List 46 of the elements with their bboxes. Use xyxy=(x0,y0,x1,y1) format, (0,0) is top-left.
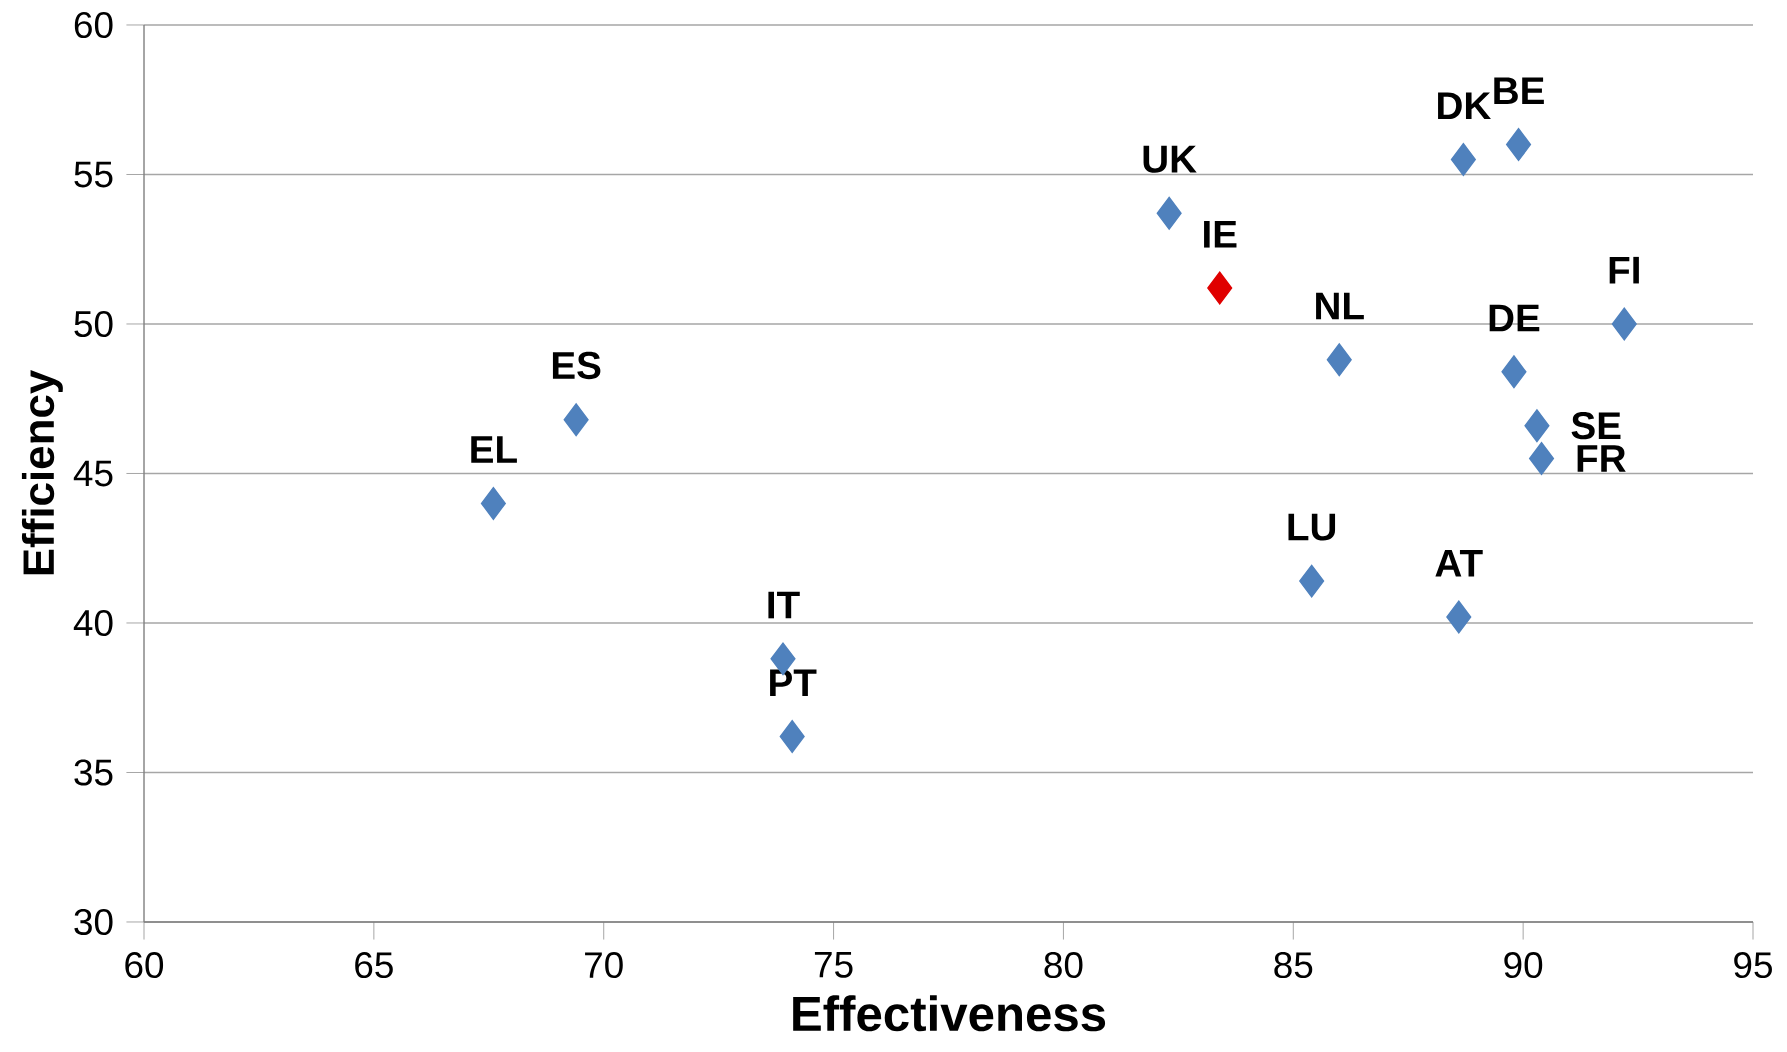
annotation: DE xyxy=(1489,304,1540,332)
y-tick-label: 50 xyxy=(74,310,113,338)
y-tick-label: 60 xyxy=(74,11,113,39)
x-tick-label: 70 xyxy=(585,952,623,979)
point xyxy=(1528,442,1555,476)
annotation: DK xyxy=(1438,92,1491,119)
point xyxy=(1505,128,1532,162)
point xyxy=(1446,600,1472,634)
annotation: FI xyxy=(1609,256,1639,284)
annotation: NL xyxy=(1316,292,1364,320)
point xyxy=(480,486,506,520)
annotation: ES xyxy=(552,351,601,380)
y-tick-label: 40 xyxy=(73,609,113,637)
x-tick-label: 85 xyxy=(1274,952,1313,979)
y-tick-label: 55 xyxy=(74,161,113,188)
point xyxy=(1326,343,1352,377)
point xyxy=(563,403,589,437)
annotation: IE xyxy=(1204,221,1237,248)
x-axis-title: Effectiveness xyxy=(793,995,1106,1032)
y-axis-title: Efficiency xyxy=(21,369,63,575)
x-tick-label: 65 xyxy=(355,952,393,979)
annotation: BE xyxy=(1494,77,1544,105)
annotation: LU xyxy=(1288,513,1336,541)
annotation: UK xyxy=(1143,145,1197,173)
annotation: EL xyxy=(471,436,517,463)
annotation: SE xyxy=(1571,412,1621,440)
annotation: AT xyxy=(1435,549,1483,577)
y-tick-label: 30 xyxy=(74,908,113,936)
point xyxy=(1299,564,1325,598)
point xyxy=(1501,355,1527,389)
y-tick-label: 45 xyxy=(73,460,113,487)
x-tick-label: 90 xyxy=(1504,952,1543,979)
y-tick-label: 35 xyxy=(74,759,113,786)
annotation: IT xyxy=(768,591,800,619)
x-tick-label: 75 xyxy=(814,952,853,978)
point xyxy=(1156,196,1182,230)
point xyxy=(1524,409,1550,443)
x-tick-label: 95 xyxy=(1734,952,1772,979)
point xyxy=(1611,307,1637,341)
annotation: PT xyxy=(770,669,817,697)
point xyxy=(1450,143,1476,177)
point xyxy=(779,720,805,754)
x-tick-label: 60 xyxy=(125,952,164,979)
x-tick-label: 80 xyxy=(1044,952,1083,979)
annotation: FR xyxy=(1577,445,1626,472)
point xyxy=(1207,271,1233,305)
